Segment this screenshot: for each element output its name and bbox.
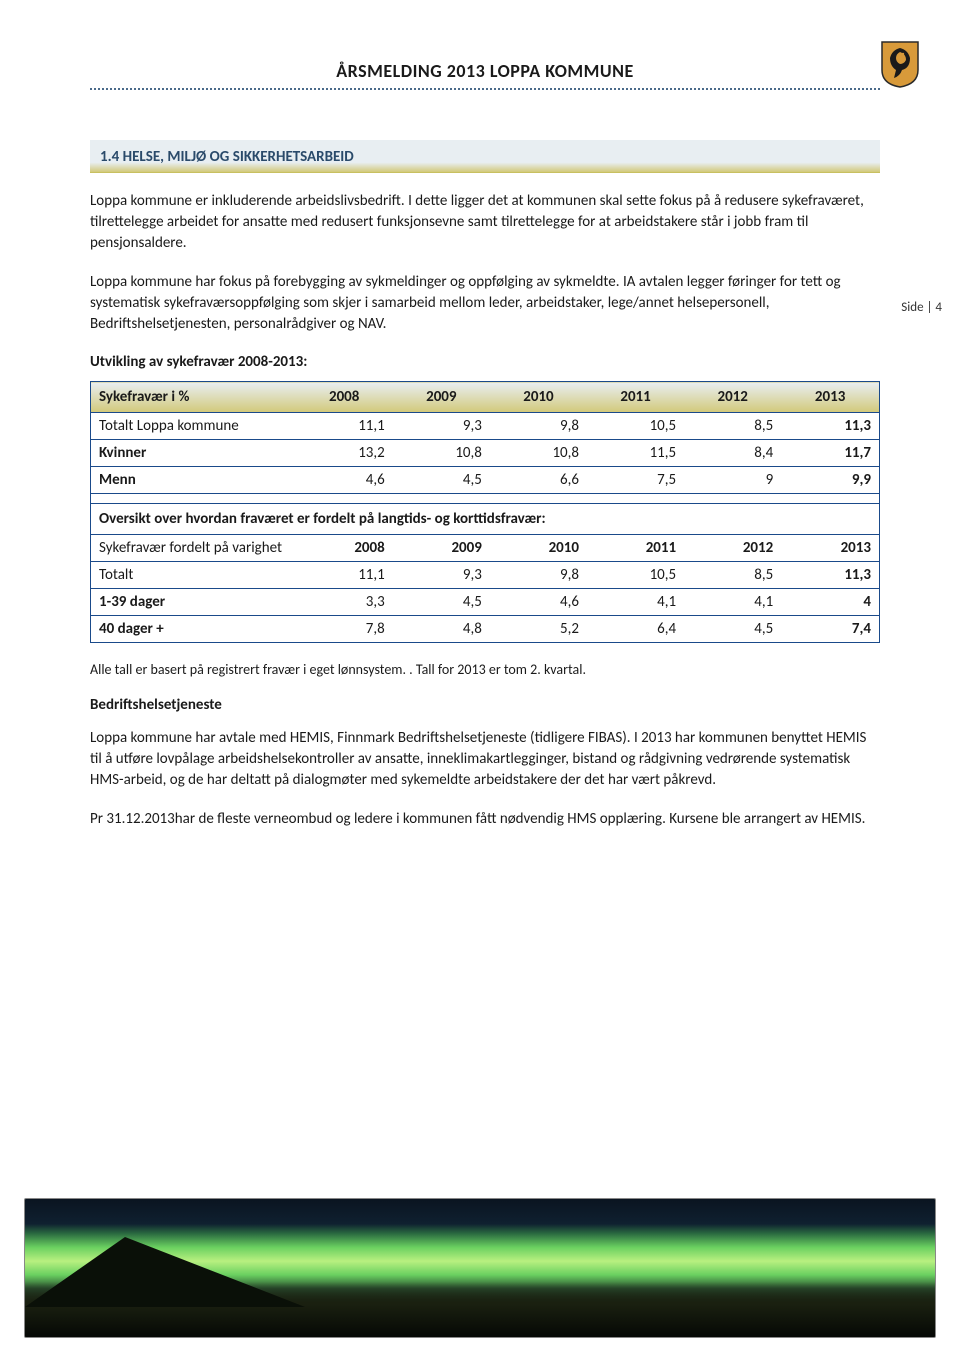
intro-paragraph-1: Loppa kommune er inkluderende arbeidsliv… (90, 191, 880, 254)
cell: 11,5 (587, 440, 684, 467)
col-2012: 2012 (684, 382, 781, 413)
cell: 13,2 (296, 440, 393, 467)
table-row: 40 dager +7,84,85,26,44,57,4 (91, 616, 880, 643)
municipality-crest-icon (880, 40, 920, 88)
page-number: Side | 4 (901, 300, 942, 315)
row-label: Totalt Loppa kommune (91, 413, 296, 440)
col-2008: 2008 (296, 382, 393, 413)
cell: 6,6 (490, 467, 587, 494)
section-heading: 1.4 HELSE, MILJØ OG SIKKERHETSARBEID (90, 140, 880, 173)
table-subheading-row: Oversikt over hvordan fraværet er fordel… (91, 504, 880, 535)
col-2010: 2010 (490, 382, 587, 413)
cell: 9 (684, 467, 781, 494)
table-row: Totalt11,19,39,810,58,511,3 (91, 562, 880, 589)
sykefravaer-table: Sykefravær i % 2008 2009 2010 2011 2012 … (90, 381, 880, 643)
cell: 9,8 (490, 413, 587, 440)
footer-aurora-image (24, 1198, 936, 1338)
paragraph-4: Pr 31.12.2013har de fleste verneombud og… (90, 809, 880, 830)
col-2013: 2013 (781, 382, 879, 413)
cell: 10,8 (490, 440, 587, 467)
cell: 7,5 (587, 467, 684, 494)
col-label: Sykefravær i % (91, 382, 296, 413)
row-label: Menn (91, 467, 296, 494)
table-row: Totalt Loppa kommune11,19,39,810,58,511,… (91, 413, 880, 440)
subheading-bedriftshelsetjeneste: Bedriftshelsetjeneste (90, 696, 880, 714)
table-title: Utvikling av sykefravær 2008-2013: (90, 353, 880, 371)
cell: 8,4 (684, 440, 781, 467)
intro-paragraph-2: Loppa kommune har fokus på forebygging a… (90, 272, 880, 335)
table-row: Kvinner13,210,810,811,58,411,7 (91, 440, 880, 467)
paragraph-3: Loppa kommune har avtale med HEMIS, Finn… (90, 728, 880, 791)
col-2011: 2011 (587, 382, 684, 413)
cell: 10,5 (587, 413, 684, 440)
cell: 9,3 (393, 413, 490, 440)
table-header-row: Sykefravær i % 2008 2009 2010 2011 2012 … (91, 382, 880, 413)
cell: 8,5 (684, 413, 781, 440)
cell: 11,1 (296, 413, 393, 440)
table-row: Menn4,64,56,67,599,9 (91, 467, 880, 494)
table-row: 1-39 dager3,34,54,64,14,14 (91, 589, 880, 616)
cell: 11,7 (781, 440, 879, 467)
cell: 4,6 (296, 467, 393, 494)
table-footnote: Alle tall er basert på registrert fravær… (90, 661, 880, 678)
document-title: ÅRSMELDING 2013 LOPPA KOMMUNE (336, 60, 634, 82)
cell: 11,3 (781, 413, 879, 440)
cell: 9,9 (781, 467, 879, 494)
table-subcolumns-row: Sykefravær fordelt på varighet2008200920… (91, 535, 880, 562)
row-label: Kvinner (91, 440, 296, 467)
col-2009: 2009 (393, 382, 490, 413)
header-divider (90, 88, 880, 90)
cell: 4,5 (393, 467, 490, 494)
cell: 10,8 (393, 440, 490, 467)
